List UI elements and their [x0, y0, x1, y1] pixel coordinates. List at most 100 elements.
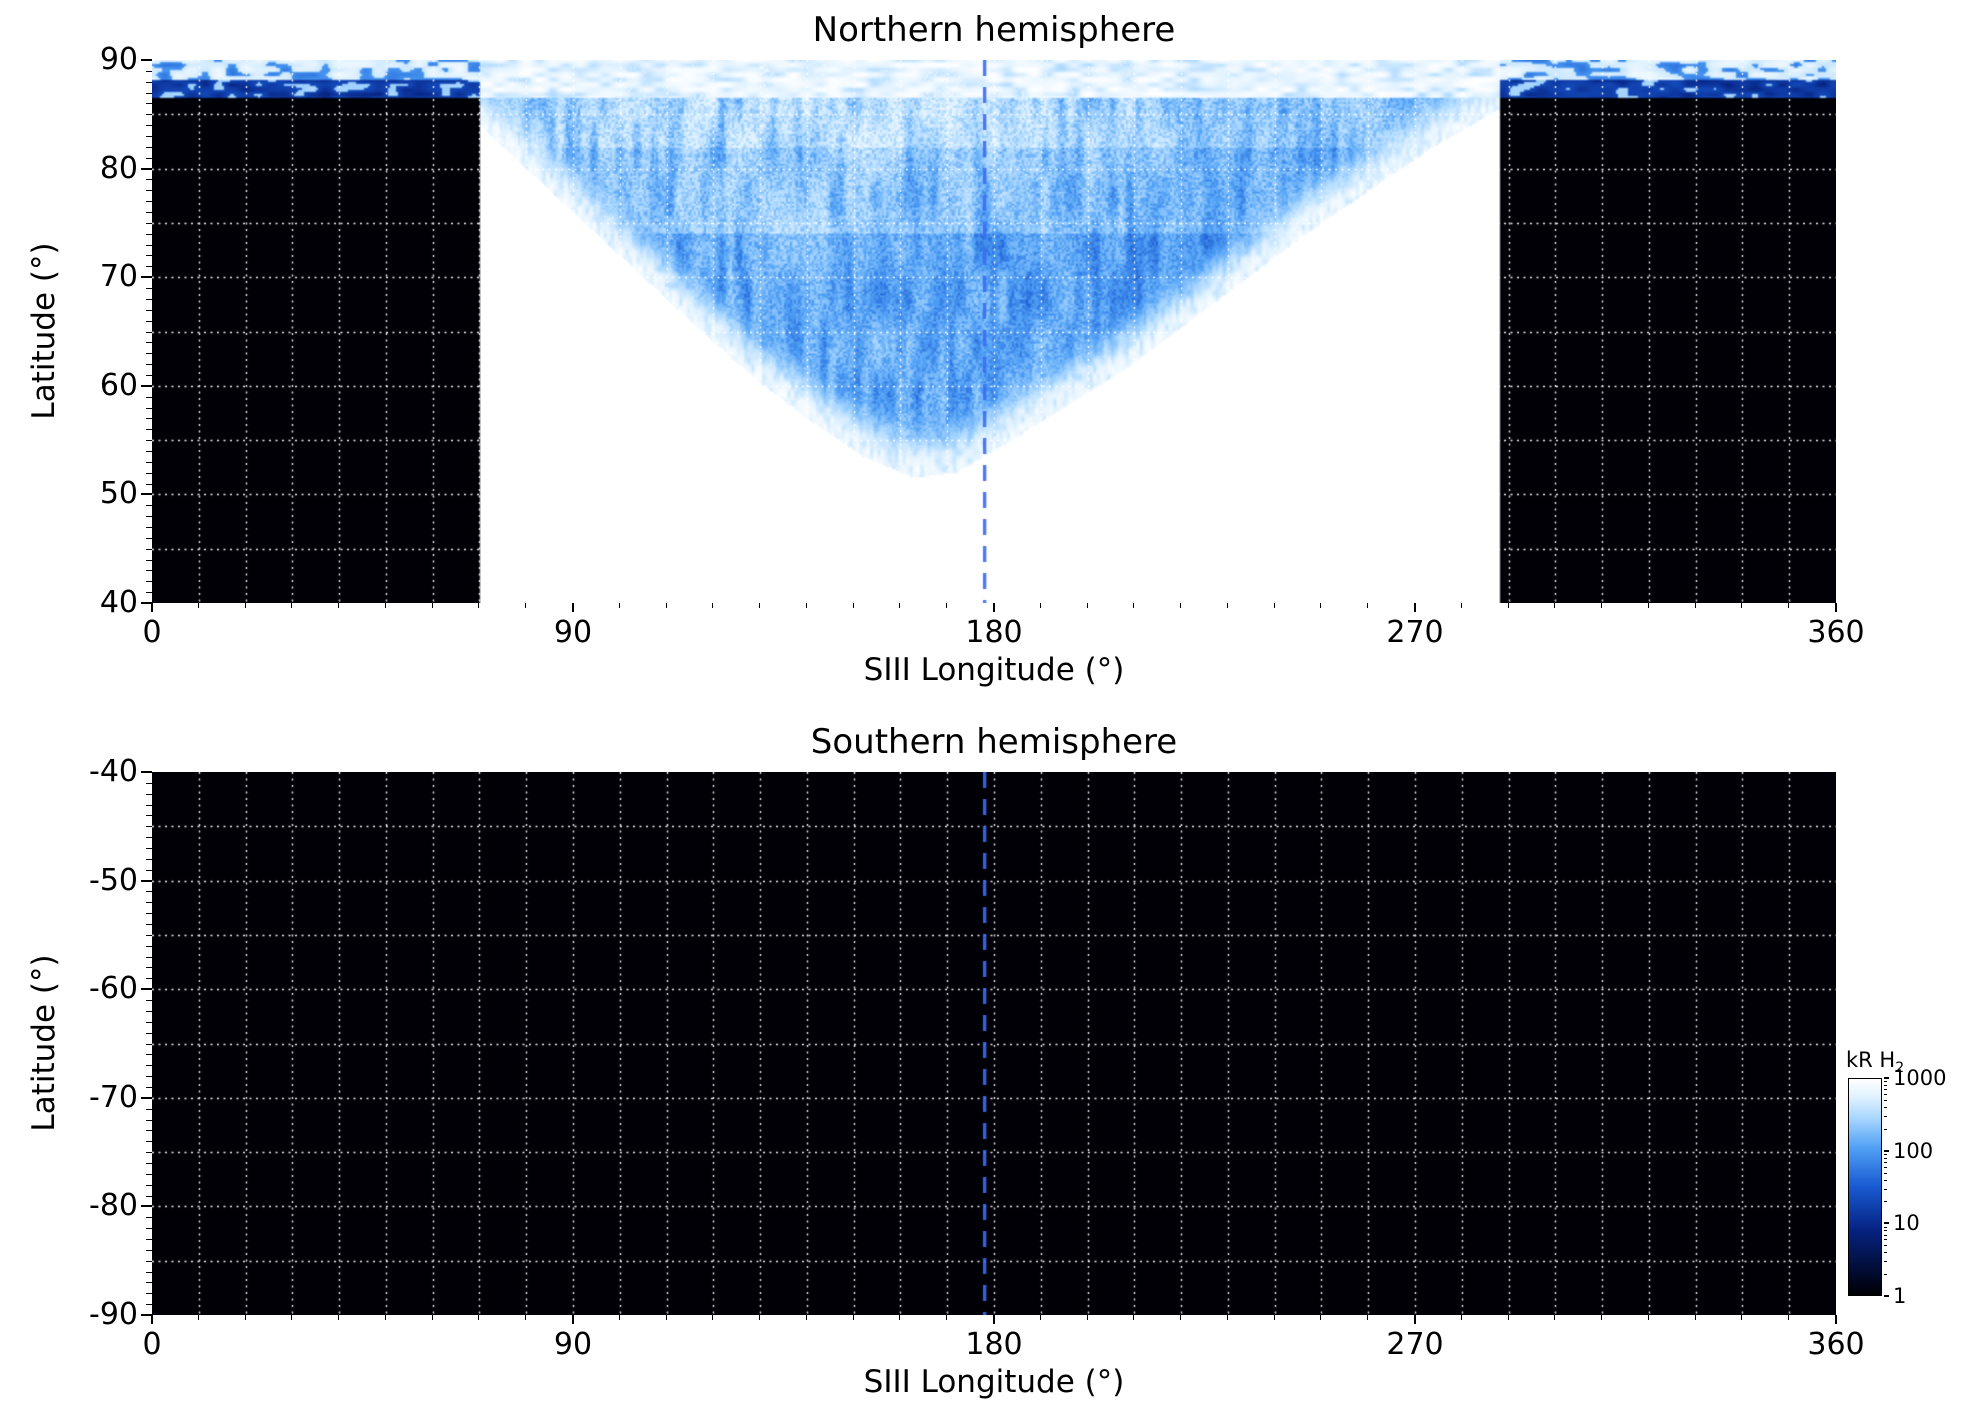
y-minor-tick: [146, 815, 152, 817]
x-minor-tick: [1601, 603, 1603, 608]
x-minor-tick: [291, 603, 293, 608]
y-minor-tick: [146, 331, 152, 333]
colorbar-title: kR H2: [1846, 1048, 1904, 1076]
y-minor-tick: [146, 429, 152, 431]
x-minor-tick: [665, 603, 667, 608]
x-minor-tick: [384, 1315, 386, 1320]
y-minor-tick: [146, 212, 152, 214]
x-minor-tick: [197, 603, 199, 608]
y-minor-tick: [146, 157, 152, 159]
y-minor-tick: [146, 526, 152, 528]
x-minor-tick: [1647, 603, 1649, 608]
x-minor-tick: [712, 603, 714, 608]
y-minor-tick: [146, 913, 152, 915]
y-tick-label: 60: [99, 367, 138, 403]
y-minor-tick: [146, 450, 152, 452]
colorbar-tick: [1884, 1295, 1889, 1297]
y-minor-tick: [146, 320, 152, 322]
x-minor-tick: [1788, 603, 1790, 608]
x-minor-tick: [1601, 1315, 1603, 1320]
y-tick-label: -90: [89, 1297, 138, 1332]
colorbar-minor-tick: [1884, 1252, 1887, 1254]
y-minor-tick: [146, 288, 152, 290]
y-minor-tick: [146, 782, 152, 784]
y-minor-tick: [146, 1293, 152, 1295]
x-minor-tick: [1039, 1315, 1041, 1320]
y-tick-label: -60: [89, 971, 138, 1007]
y-minor-tick: [146, 978, 152, 980]
y-major-tick: [141, 771, 152, 773]
y-minor-tick: [146, 70, 152, 72]
y-minor-tick: [146, 461, 152, 463]
y-minor-tick: [146, 1086, 152, 1088]
x-minor-tick: [759, 1315, 761, 1320]
y-major-tick: [141, 879, 152, 882]
colorbar-unit-subscript: 2: [1895, 1060, 1905, 1077]
y-minor-tick: [146, 581, 152, 583]
colorbar-tick-label: 10: [1893, 1211, 1920, 1236]
y-minor-tick: [146, 1076, 152, 1078]
y-minor-tick: [146, 472, 152, 474]
x-minor-tick: [1133, 1315, 1135, 1320]
x-tick-label: 270: [1386, 1327, 1444, 1362]
y-minor-tick: [146, 804, 152, 806]
y-minor-tick: [146, 1173, 152, 1175]
x-major-tick: [1414, 603, 1416, 612]
colorbar-minor-tick: [1884, 1157, 1887, 1159]
y-minor-tick: [146, 1065, 152, 1067]
y-major-tick: [141, 1205, 152, 1208]
y-tick-label: 80: [99, 150, 138, 186]
x-minor-tick: [1647, 1315, 1649, 1320]
x-tick-label: 360: [1807, 615, 1865, 650]
y-minor-tick: [146, 103, 152, 105]
x-minor-tick: [1086, 603, 1088, 608]
colorbar-minor-tick: [1884, 1188, 1887, 1190]
north-grid-overlay: [152, 60, 1836, 603]
y-minor-tick: [146, 374, 152, 376]
x-minor-tick: [525, 1315, 527, 1320]
y-minor-tick: [146, 1282, 152, 1284]
x-minor-tick: [899, 603, 901, 608]
y-minor-tick: [146, 1054, 152, 1056]
y-minor-tick: [146, 956, 152, 958]
colorbar-tick-label: 1000: [1893, 1066, 1947, 1090]
y-tick-label: -70: [89, 1079, 138, 1115]
y-minor-tick: [146, 1032, 152, 1034]
x-minor-tick: [1226, 1315, 1228, 1320]
x-major-tick: [572, 603, 574, 612]
x-major-tick: [1835, 1315, 1837, 1324]
y-minor-tick: [146, 516, 152, 518]
y-tick-label: 70: [99, 259, 138, 295]
south-panel-title: Southern hemisphere: [810, 722, 1178, 762]
y-minor-tick: [146, 244, 152, 246]
x-minor-tick: [431, 1315, 433, 1320]
colorbar-minor-tick: [1884, 1128, 1887, 1130]
x-tick-label: 0: [142, 1327, 162, 1362]
y-minor-tick: [146, 570, 152, 572]
x-minor-tick: [1741, 603, 1743, 608]
y-minor-tick: [146, 848, 152, 850]
x-tick-label: 0: [142, 615, 162, 650]
x-tick-label: 360: [1807, 1327, 1865, 1362]
y-minor-tick: [146, 837, 152, 839]
y-tick-label: 90: [99, 42, 138, 77]
y-minor-tick: [146, 1260, 152, 1262]
x-minor-tick: [1694, 603, 1696, 608]
y-minor-tick: [146, 548, 152, 550]
x-minor-tick: [946, 1315, 948, 1320]
x-minor-tick: [1460, 1315, 1462, 1320]
x-minor-tick: [1554, 1315, 1556, 1320]
x-minor-tick: [1554, 603, 1556, 608]
y-minor-tick: [146, 201, 152, 203]
y-minor-tick: [146, 407, 152, 409]
x-minor-tick: [478, 1315, 480, 1320]
x-minor-tick: [852, 603, 854, 608]
y-minor-tick: [146, 353, 152, 355]
y-minor-tick: [146, 396, 152, 398]
y-minor-tick: [146, 1108, 152, 1110]
x-minor-tick: [384, 603, 386, 608]
colorbar-tick: [1884, 1149, 1889, 1152]
y-minor-tick: [146, 1162, 152, 1164]
y-minor-tick: [146, 1217, 152, 1219]
